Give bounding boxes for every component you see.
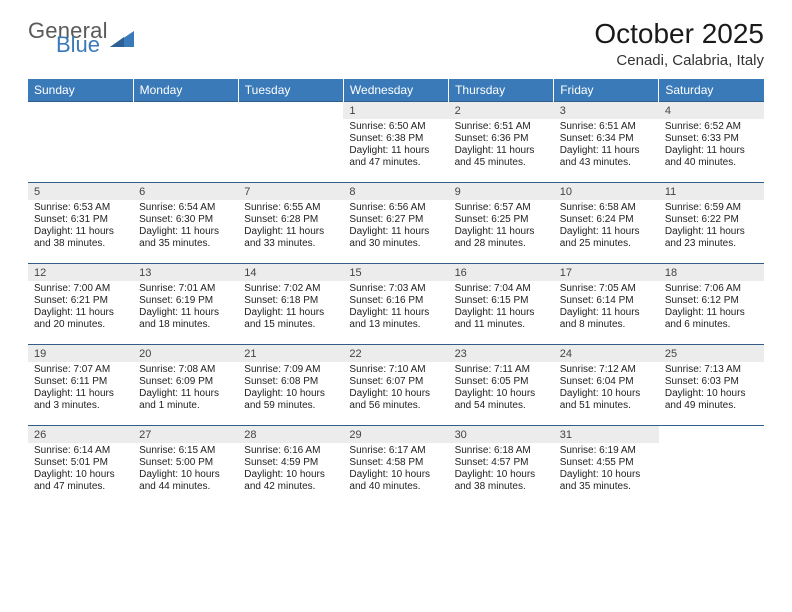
- day-number: 1: [343, 102, 448, 120]
- day-number: 3: [554, 102, 659, 120]
- day-content-row: Sunrise: 7:00 AM Sunset: 6:21 PM Dayligh…: [28, 281, 764, 345]
- day-number: 2: [449, 102, 554, 120]
- brand-triangle-icon: [110, 29, 134, 49]
- month-title: October 2025: [594, 18, 764, 50]
- daynum-row: 1234: [28, 102, 764, 120]
- day-cell: Sunrise: 7:00 AM Sunset: 6:21 PM Dayligh…: [28, 281, 133, 345]
- day-number: 12: [28, 264, 133, 282]
- day-cell: [238, 119, 343, 183]
- day-number: [238, 102, 343, 120]
- brand-logo: General Blue: [28, 22, 134, 54]
- brand-text: General Blue: [28, 22, 108, 54]
- calendar-page: General Blue October 2025 Cenadi, Calabr…: [0, 0, 792, 526]
- calendar-table: Sunday Monday Tuesday Wednesday Thursday…: [28, 79, 764, 506]
- day-number: 31: [554, 426, 659, 444]
- day-number: 24: [554, 345, 659, 363]
- day-cell: Sunrise: 7:02 AM Sunset: 6:18 PM Dayligh…: [238, 281, 343, 345]
- header: General Blue October 2025 Cenadi, Calabr…: [28, 18, 764, 69]
- day-cell: Sunrise: 7:06 AM Sunset: 6:12 PM Dayligh…: [659, 281, 764, 345]
- day-content-row: Sunrise: 6:14 AM Sunset: 5:01 PM Dayligh…: [28, 443, 764, 506]
- day-cell: Sunrise: 7:01 AM Sunset: 6:19 PM Dayligh…: [133, 281, 238, 345]
- day-content-row: Sunrise: 6:50 AM Sunset: 6:38 PM Dayligh…: [28, 119, 764, 183]
- day-number: 21: [238, 345, 343, 363]
- day-number: 17: [554, 264, 659, 282]
- day-cell: [659, 443, 764, 506]
- day-cell: Sunrise: 6:57 AM Sunset: 6:25 PM Dayligh…: [449, 200, 554, 264]
- day-number: 30: [449, 426, 554, 444]
- title-block: October 2025 Cenadi, Calabria, Italy: [594, 18, 764, 69]
- day-cell: Sunrise: 6:58 AM Sunset: 6:24 PM Dayligh…: [554, 200, 659, 264]
- day-cell: Sunrise: 6:17 AM Sunset: 4:58 PM Dayligh…: [343, 443, 448, 506]
- day-cell: [28, 119, 133, 183]
- day-number: 10: [554, 183, 659, 201]
- day-number: 6: [133, 183, 238, 201]
- day-cell: Sunrise: 6:55 AM Sunset: 6:28 PM Dayligh…: [238, 200, 343, 264]
- day-number: 27: [133, 426, 238, 444]
- day-number: [28, 102, 133, 120]
- dow-saturday: Saturday: [659, 79, 764, 102]
- day-cell: Sunrise: 6:52 AM Sunset: 6:33 PM Dayligh…: [659, 119, 764, 183]
- day-number: [659, 426, 764, 444]
- day-number: 18: [659, 264, 764, 282]
- day-content-row: Sunrise: 6:53 AM Sunset: 6:31 PM Dayligh…: [28, 200, 764, 264]
- day-cell: Sunrise: 7:07 AM Sunset: 6:11 PM Dayligh…: [28, 362, 133, 426]
- daynum-row: 567891011: [28, 183, 764, 201]
- dow-sunday: Sunday: [28, 79, 133, 102]
- day-number: 20: [133, 345, 238, 363]
- day-cell: Sunrise: 6:59 AM Sunset: 6:22 PM Dayligh…: [659, 200, 764, 264]
- day-cell: Sunrise: 6:16 AM Sunset: 4:59 PM Dayligh…: [238, 443, 343, 506]
- day-number: 7: [238, 183, 343, 201]
- day-content-row: Sunrise: 7:07 AM Sunset: 6:11 PM Dayligh…: [28, 362, 764, 426]
- day-number: [133, 102, 238, 120]
- day-cell: Sunrise: 7:03 AM Sunset: 6:16 PM Dayligh…: [343, 281, 448, 345]
- day-cell: Sunrise: 7:04 AM Sunset: 6:15 PM Dayligh…: [449, 281, 554, 345]
- day-number: 15: [343, 264, 448, 282]
- day-cell: Sunrise: 7:11 AM Sunset: 6:05 PM Dayligh…: [449, 362, 554, 426]
- day-cell: Sunrise: 7:09 AM Sunset: 6:08 PM Dayligh…: [238, 362, 343, 426]
- location: Cenadi, Calabria, Italy: [594, 52, 764, 69]
- day-number: 29: [343, 426, 448, 444]
- day-number: 28: [238, 426, 343, 444]
- day-number: 23: [449, 345, 554, 363]
- daynum-row: 262728293031: [28, 426, 764, 444]
- day-cell: Sunrise: 6:51 AM Sunset: 6:36 PM Dayligh…: [449, 119, 554, 183]
- dow-header-row: Sunday Monday Tuesday Wednesday Thursday…: [28, 79, 764, 102]
- day-number: 19: [28, 345, 133, 363]
- day-cell: Sunrise: 7:12 AM Sunset: 6:04 PM Dayligh…: [554, 362, 659, 426]
- day-cell: [133, 119, 238, 183]
- day-cell: Sunrise: 7:10 AM Sunset: 6:07 PM Dayligh…: [343, 362, 448, 426]
- dow-wednesday: Wednesday: [343, 79, 448, 102]
- day-number: 26: [28, 426, 133, 444]
- dow-friday: Friday: [554, 79, 659, 102]
- day-cell: Sunrise: 6:14 AM Sunset: 5:01 PM Dayligh…: [28, 443, 133, 506]
- daynum-row: 12131415161718: [28, 264, 764, 282]
- day-cell: Sunrise: 7:08 AM Sunset: 6:09 PM Dayligh…: [133, 362, 238, 426]
- brand-word2: Blue: [56, 36, 108, 54]
- day-cell: Sunrise: 7:05 AM Sunset: 6:14 PM Dayligh…: [554, 281, 659, 345]
- day-cell: Sunrise: 6:51 AM Sunset: 6:34 PM Dayligh…: [554, 119, 659, 183]
- day-number: 25: [659, 345, 764, 363]
- day-number: 22: [343, 345, 448, 363]
- calendar-body: 1234Sunrise: 6:50 AM Sunset: 6:38 PM Day…: [28, 102, 764, 507]
- day-number: 13: [133, 264, 238, 282]
- day-cell: Sunrise: 6:18 AM Sunset: 4:57 PM Dayligh…: [449, 443, 554, 506]
- daynum-row: 19202122232425: [28, 345, 764, 363]
- day-cell: Sunrise: 6:54 AM Sunset: 6:30 PM Dayligh…: [133, 200, 238, 264]
- day-cell: Sunrise: 6:19 AM Sunset: 4:55 PM Dayligh…: [554, 443, 659, 506]
- day-number: 5: [28, 183, 133, 201]
- day-number: 9: [449, 183, 554, 201]
- day-number: 11: [659, 183, 764, 201]
- day-number: 14: [238, 264, 343, 282]
- day-cell: Sunrise: 6:50 AM Sunset: 6:38 PM Dayligh…: [343, 119, 448, 183]
- day-number: 8: [343, 183, 448, 201]
- day-cell: Sunrise: 6:56 AM Sunset: 6:27 PM Dayligh…: [343, 200, 448, 264]
- day-cell: Sunrise: 7:13 AM Sunset: 6:03 PM Dayligh…: [659, 362, 764, 426]
- day-number: 4: [659, 102, 764, 120]
- day-number: 16: [449, 264, 554, 282]
- day-cell: Sunrise: 6:53 AM Sunset: 6:31 PM Dayligh…: [28, 200, 133, 264]
- day-cell: Sunrise: 6:15 AM Sunset: 5:00 PM Dayligh…: [133, 443, 238, 506]
- dow-tuesday: Tuesday: [238, 79, 343, 102]
- dow-thursday: Thursday: [449, 79, 554, 102]
- dow-monday: Monday: [133, 79, 238, 102]
